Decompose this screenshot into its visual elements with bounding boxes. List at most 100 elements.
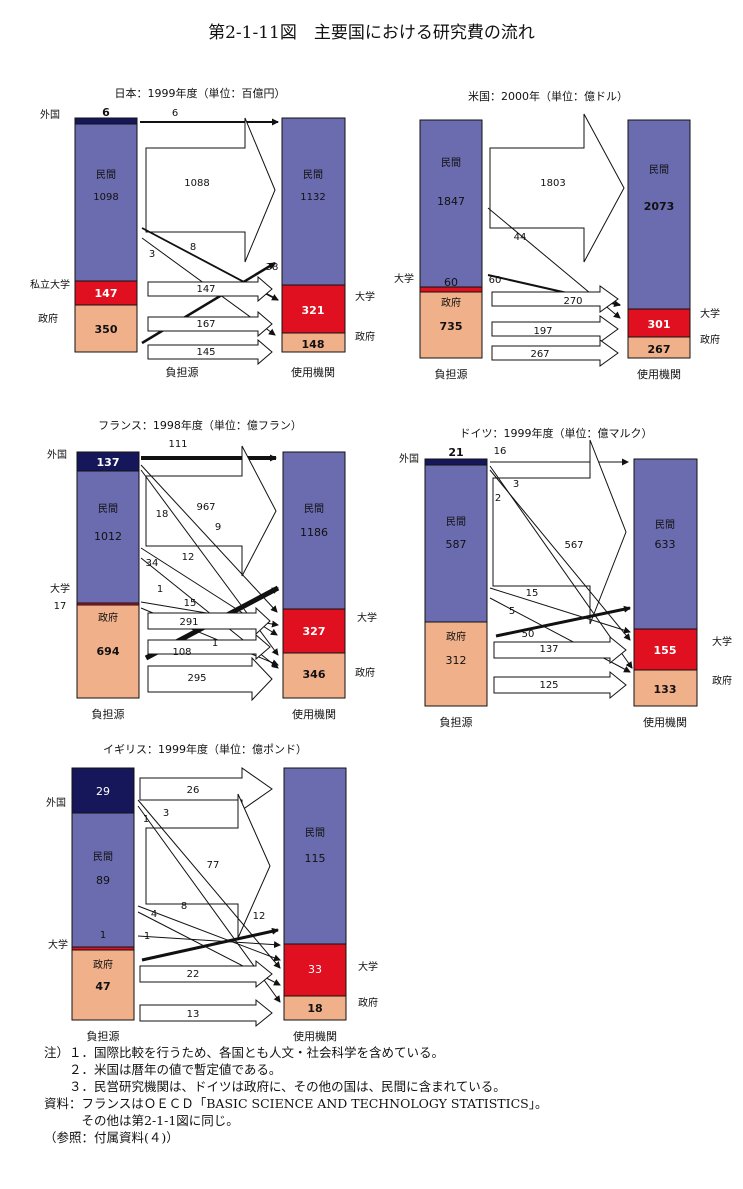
usa-user-univ-value: 301 — [648, 318, 671, 331]
usa-flow-gov-gov — [491, 339, 619, 367]
uk-flow-value: 12 — [253, 911, 266, 922]
germany-user-outer-label: 大学 — [712, 635, 732, 648]
france-flow-gov-univ — [147, 606, 271, 636]
germany-flow-value: 567 — [564, 540, 583, 551]
note-line: （参照：付属資料(４)） — [44, 1130, 179, 1145]
uk-user-private-value: 115 — [305, 852, 326, 865]
japan-user-bar — [281, 117, 346, 353]
usa-flow-private-private — [489, 113, 625, 263]
usa-flow-value: 267 — [530, 349, 549, 360]
uk-flow-gov-private — [141, 927, 279, 962]
japan-source-label: 負担源 — [166, 365, 199, 379]
usa-gov-name: 政府 — [441, 296, 461, 309]
france-private-value: 1012 — [94, 530, 122, 543]
germany-user-segment-government — [633, 669, 698, 707]
japan-user-univ-value: 321 — [302, 304, 325, 317]
germany-private-name: 民間 — [446, 516, 466, 528]
uk-outer-label: 大学 — [48, 938, 68, 951]
france-flow-value: 108 — [172, 647, 191, 658]
japan-source-bar — [74, 117, 138, 353]
france-flow-value: 34 — [146, 558, 159, 569]
france-flow-value: 12 — [182, 552, 195, 563]
uk-private-value: 89 — [96, 874, 110, 887]
uk-flow-gov-gov — [139, 998, 273, 1028]
japan-foreign-value: 6 — [102, 106, 110, 119]
germany-user-label: 使用機関 — [643, 715, 687, 729]
figure-title: 第2-1-11図 主要国における研究費の流れ — [208, 23, 535, 43]
usa-private-value: 1847 — [437, 195, 465, 208]
japan-outer-label: 外国 — [40, 109, 60, 121]
japan-user-segment-private — [281, 117, 346, 286]
germany-gov-value: 312 — [446, 654, 467, 667]
france-flow-value: 9 — [215, 522, 221, 533]
france-user-outer-label: 大学 — [357, 611, 377, 624]
japan-source-segment-university — [74, 280, 138, 306]
japan-flow-value: 147 — [196, 284, 215, 295]
uk-user-segment-private — [283, 767, 347, 945]
uk-flow-value: 1 — [144, 931, 150, 942]
usa-flow-value: 197 — [533, 326, 552, 337]
germany-user-private-name: 民間 — [655, 519, 675, 531]
france-private-name: 民間 — [98, 503, 118, 515]
uk-user-segment-university — [283, 943, 347, 997]
france-flow-value: 295 — [187, 673, 206, 684]
germany-flow-value: 16 — [494, 446, 507, 457]
france-user-outer-label: 政府 — [355, 666, 375, 679]
usa-gov-value: 735 — [440, 320, 463, 333]
germany-flow-foreign-gov — [489, 465, 633, 669]
japan-univ-value: 147 — [95, 287, 118, 300]
germany-flow-gov-univ — [493, 635, 627, 665]
uk-foreign-value: 29 — [96, 785, 110, 798]
note-line: ２．米国は暦年の値で暫定値である。 — [44, 1062, 282, 1077]
germany-source-label: 負担源 — [440, 715, 473, 729]
france-flow-private-private — [145, 445, 277, 577]
usa-flow-value: 44 — [514, 232, 527, 243]
germany-flow-value: 3 — [513, 479, 519, 490]
uk-flow-value: 3 — [163, 808, 169, 819]
japan-user-label: 使用機関 — [291, 365, 335, 379]
usa-flow-gov-priv — [491, 315, 619, 343]
germany-gov-name: 政府 — [446, 630, 466, 643]
france-user-bar — [282, 451, 346, 699]
japan-gov-value: 350 — [95, 323, 118, 336]
germany-private-value: 587 — [446, 538, 467, 551]
france-flow-value: 291 — [179, 617, 198, 628]
france-flow-value: 1 — [212, 638, 218, 649]
uk-univ-value: 1 — [100, 930, 106, 941]
france-user-univ-value: 327 — [303, 625, 326, 638]
germany-flow-value: 50 — [522, 629, 535, 640]
france-flow-value: 18 — [156, 509, 169, 520]
uk-flow-foreign-private — [139, 767, 273, 811]
germany-flow-value: 15 — [526, 588, 539, 599]
japan-source-segment-private — [74, 123, 138, 282]
uk-user-segment-government — [283, 995, 347, 1021]
france-flow-value: 1 — [157, 584, 163, 595]
uk-outer-label: 外国 — [46, 797, 66, 809]
japan-source-segment-government — [74, 304, 138, 353]
france-flow-value: 111 — [168, 439, 187, 450]
uk-user-bar — [283, 767, 347, 1021]
note-line: 注）１．国際比較を行うため、各国とも人文・社会科学を含めている。 — [44, 1045, 445, 1060]
germany-user-private-value: 633 — [655, 538, 676, 551]
uk-source-label: 負担源 — [87, 1029, 120, 1043]
france-user-segment-government — [282, 652, 346, 699]
usa-user-label: 使用機関 — [637, 367, 681, 381]
uk-user-private-name: 民間 — [305, 827, 325, 839]
germany-source-segment-private — [424, 464, 488, 623]
usa-user-segment-private — [627, 119, 691, 310]
france-source-label: 負担源 — [92, 707, 125, 721]
japan-user-private-name: 民間 — [303, 169, 323, 181]
japan-user-segment-university — [281, 284, 346, 334]
germany-flow-value: 125 — [539, 680, 558, 691]
france-flow-foreign-univ — [140, 464, 278, 613]
france-user-label: 使用機関 — [292, 707, 336, 721]
uk-source-bar — [71, 767, 135, 1021]
japan-flow-private-private — [145, 117, 276, 263]
uk-flow-private-private — [145, 793, 271, 939]
germany-flow-gov-gov — [493, 670, 627, 700]
japan-flow-value: 6 — [172, 108, 178, 119]
germany-user-gov-value: 133 — [654, 683, 677, 696]
usa-flow-value: 270 — [563, 296, 582, 307]
germany-source-segment-foreign — [424, 458, 488, 466]
